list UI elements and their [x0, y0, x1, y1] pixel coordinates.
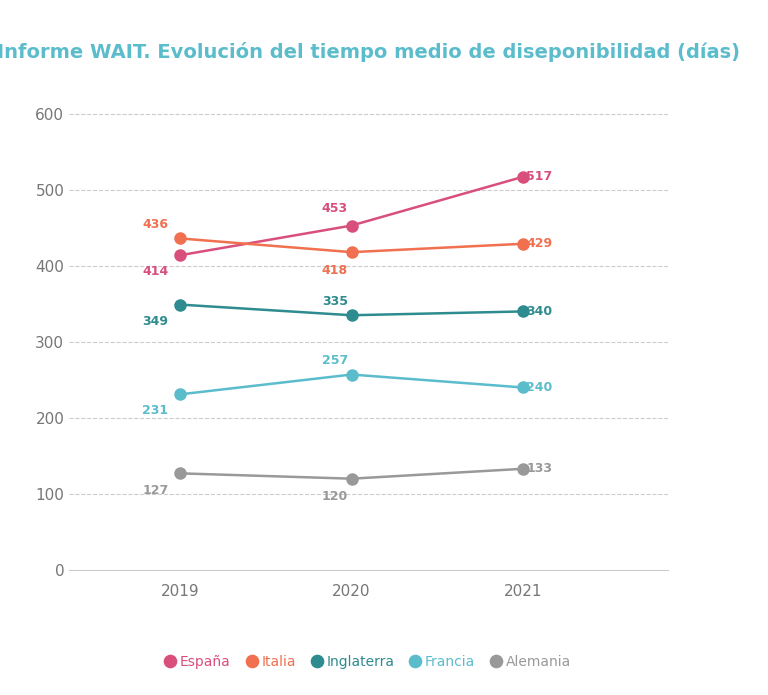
Italia [347, 248, 356, 256]
Text: 133: 133 [526, 462, 552, 475]
Inglaterra [176, 300, 185, 309]
Text: 120: 120 [322, 490, 348, 503]
Text: 231: 231 [142, 404, 168, 418]
Text: 349: 349 [142, 315, 168, 328]
Line: Francia: Francia [175, 369, 528, 400]
Text: 257: 257 [322, 354, 348, 367]
Text: 240: 240 [526, 381, 552, 394]
Inglaterra [518, 307, 528, 316]
Line: Alemania: Alemania [175, 464, 528, 484]
Alemania [176, 469, 185, 477]
Text: 436: 436 [142, 218, 168, 231]
Text: 453: 453 [322, 202, 348, 215]
Text: 418: 418 [322, 263, 348, 277]
Alemania [518, 465, 528, 473]
Francia [176, 390, 185, 398]
Line: Inglaterra: Inglaterra [175, 299, 528, 321]
Text: 335: 335 [322, 295, 348, 308]
España [518, 173, 528, 181]
Line: Italia: Italia [175, 233, 528, 258]
España [347, 222, 356, 230]
Text: 340: 340 [526, 305, 552, 318]
Line: España: España [175, 172, 528, 261]
Italia [518, 240, 528, 248]
Italia [176, 234, 185, 243]
Text: 429: 429 [526, 237, 552, 250]
España [176, 251, 185, 259]
Legend: España, Italia, Inglaterra, Francia, Alemania: España, Italia, Inglaterra, Francia, Ale… [161, 650, 577, 675]
Alemania [347, 475, 356, 483]
Francia [347, 370, 356, 379]
Text: 414: 414 [142, 265, 168, 279]
Text: 127: 127 [142, 484, 168, 496]
Text: 517: 517 [526, 170, 552, 183]
Title: Informe WAIT. Evolución del tiempo medio de diseponibilidad (días): Informe WAIT. Evolución del tiempo medio… [0, 42, 740, 63]
Francia [518, 383, 528, 391]
Inglaterra [347, 311, 356, 320]
